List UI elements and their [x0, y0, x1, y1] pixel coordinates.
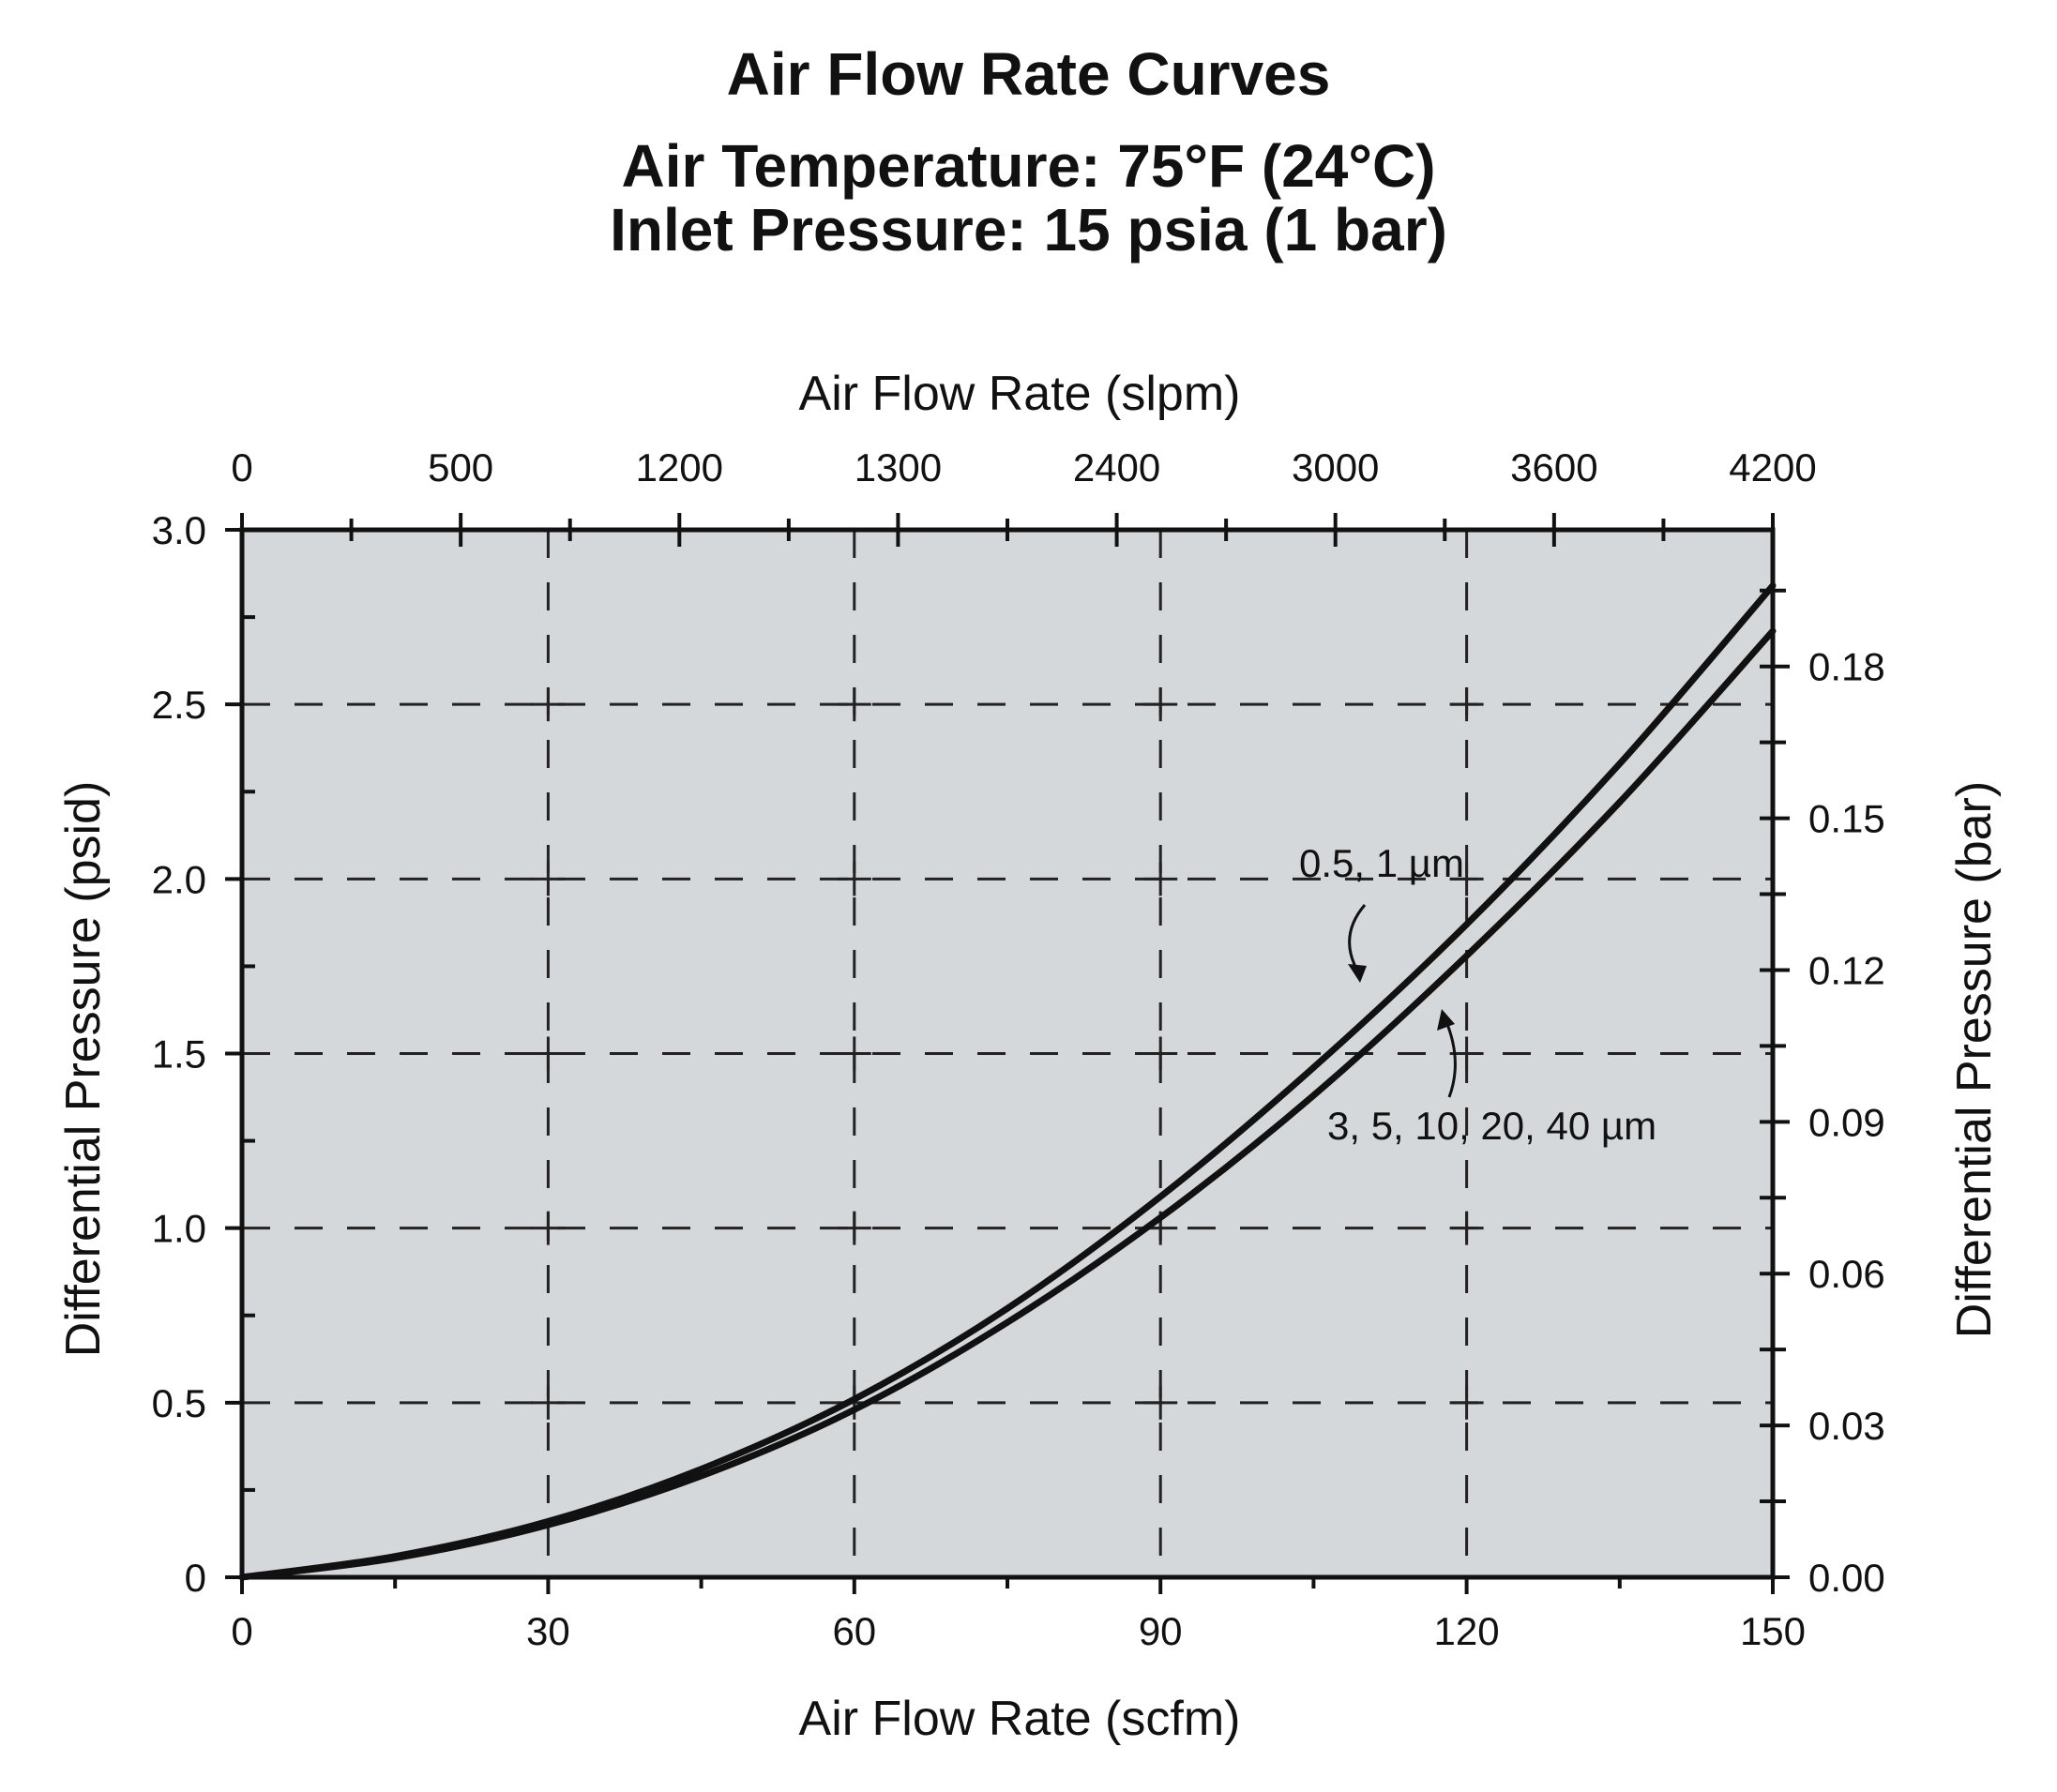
x2-tick-label: 2400	[1073, 445, 1160, 489]
chart-title: Air Flow Rate Curves	[726, 40, 1331, 108]
x-tick-label: 120	[1434, 1609, 1500, 1653]
y-tick-label: 1.0	[152, 1207, 206, 1251]
tick-labels: 0 30 60 90 120 150 0 500 1200 1300 2400 3000 3600 420…	[152, 445, 1885, 1653]
y2-tick-label: 0.15	[1808, 797, 1885, 841]
x-tick-label: 150	[1740, 1609, 1806, 1653]
x-axis-label: Air Flow Rate (scfm)	[799, 1692, 1241, 1746]
grid-lines	[242, 530, 1773, 1577]
x2-tick-label: 1200	[636, 445, 723, 489]
y2-tick-label: 0.00	[1808, 1556, 1885, 1600]
x2-tick-label: 3600	[1510, 445, 1597, 489]
series-line-coarse	[238, 627, 1777, 1581]
y-tick-label: 0	[185, 1556, 206, 1600]
x-tick-label: 0	[231, 1609, 252, 1653]
x-tick-label: 60	[832, 1609, 876, 1653]
y2-tick-label: 0.06	[1808, 1252, 1885, 1296]
x-tick-label: 30	[526, 1609, 570, 1653]
y-tick-label: 2.5	[152, 683, 206, 727]
y2-tick-label: 0.09	[1808, 1100, 1885, 1144]
series-layer	[238, 582, 1777, 1581]
y-tick-label: 0.5	[152, 1381, 206, 1425]
y2-tick-label: 0.03	[1808, 1404, 1885, 1448]
y2-axis-label: Differential Pressure (bar)	[1947, 781, 2002, 1338]
chart-subtitle-pressure: Inlet Pressure: 15 psia (1 bar)	[610, 196, 1447, 264]
y-tick-label: 1.5	[152, 1032, 206, 1077]
y-axis-label: Differential Pressure (psid)	[56, 781, 111, 1358]
annotation-arrowhead-fine	[1348, 964, 1367, 983]
y-tick-label: 3.0	[152, 508, 206, 552]
annotation-series-fine: 0.5, 1 µm	[1299, 841, 1464, 885]
annotation-arrowhead-coarse	[1437, 1009, 1455, 1031]
x2-tick-label: 3000	[1292, 445, 1379, 489]
y2-tick-label: 0.18	[1808, 645, 1885, 689]
x2-tick-label: 0	[231, 445, 252, 489]
x2-axis-label: Air Flow Rate (slpm)	[799, 367, 1241, 421]
x2-tick-label: 1300	[855, 445, 942, 489]
x-tick-label: 90	[1139, 1609, 1183, 1653]
annotation-series-coarse: 3, 5, 10, 20, 40 µm	[1327, 1104, 1656, 1148]
x2-tick-label: 4200	[1729, 445, 1816, 489]
tick-marks	[225, 513, 1790, 1594]
x2-tick-label: 500	[428, 445, 493, 489]
y-tick-label: 2.0	[152, 857, 206, 901]
y2-tick-label: 0.12	[1808, 948, 1885, 992]
chart-subtitle-temperature: Air Temperature: 75°F (24°C)	[621, 132, 1436, 200]
